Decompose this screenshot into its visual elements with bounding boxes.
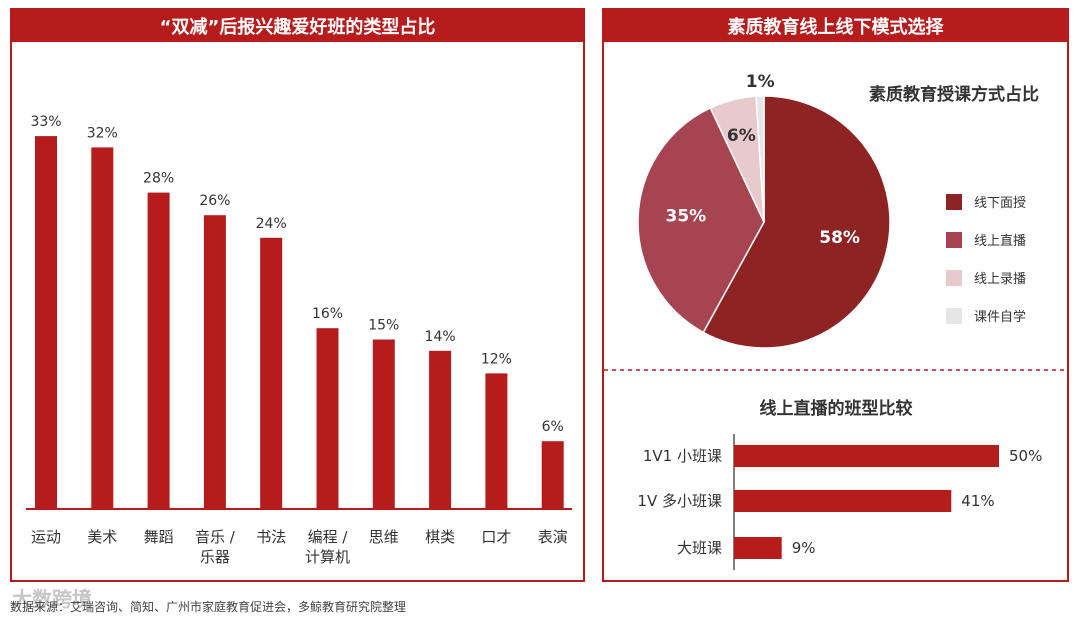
pie-title: 素质教育授课方式占比	[869, 84, 1039, 105]
hbar-category-label: 1V1 小班课	[643, 447, 722, 465]
category-label: 音乐 /	[195, 528, 236, 546]
hbar-value-label: 50%	[1009, 447, 1042, 465]
interest-class-panel: “双减”后报兴趣爱好班的类型占比 33% 运动 32% 美术 28% 舞蹈 26% 音乐 / 乐…	[10, 8, 585, 582]
category-label: 口才	[481, 528, 511, 546]
teaching-mode-charts: 素质教育授课方式占比 58% 35% 6% 1% 线下面授线上直播线上录播课件自学线上直播…	[604, 72, 1067, 570]
bar	[485, 373, 508, 509]
pie-slice	[637, 106, 765, 334]
hbar	[734, 445, 999, 467]
legend-swatch	[946, 270, 962, 286]
bar-value-label: 15%	[368, 318, 399, 334]
bar-value-label: 26%	[199, 193, 230, 209]
bar-chart-title: “双减”后报兴趣爱好班的类型占比	[12, 10, 583, 42]
bar-value-label: 32%	[87, 125, 118, 141]
category-label: 编程 /	[308, 528, 349, 546]
bar	[316, 328, 339, 509]
legend-swatch	[946, 194, 962, 210]
hbar-title: 线上直播的班型比较	[760, 398, 913, 419]
source-note: 数据来源：艾瑞咨询、简知、广州市家庭教育促进会，多鲸教育研究院整理	[10, 600, 407, 614]
hbar	[734, 490, 952, 512]
pie-slice	[755, 95, 765, 223]
bar-value-label: 16%	[312, 306, 343, 322]
hbar-value-label: 9%	[792, 539, 816, 557]
legend-label: 线上直播	[974, 234, 1026, 249]
bar	[91, 147, 114, 509]
category-label: 计算机	[305, 548, 350, 566]
pie-slice	[702, 95, 891, 349]
hbar-category-label: 1V 多小班课	[637, 492, 722, 510]
category-label: 书法	[256, 528, 286, 546]
category-label: 棋类	[425, 528, 455, 546]
category-label: 舞蹈	[144, 528, 174, 546]
legend-swatch	[946, 232, 962, 248]
bar	[372, 339, 395, 509]
hbar-category-label: 大班课	[677, 539, 722, 557]
category-label: 运动	[31, 528, 61, 546]
teaching-mode-panel: 素质教育线上线下模式选择 素质教育授课方式占比 58% 35% 6% 1% 线下面授线上直…	[602, 8, 1069, 582]
bar	[35, 136, 57, 509]
bar-value-label: 28%	[143, 171, 174, 187]
bar	[203, 215, 226, 509]
bar-value-label: 33%	[30, 114, 61, 130]
legend-swatch	[946, 308, 962, 324]
bar-value-label: 12%	[481, 351, 512, 367]
bar-value-label: 6%	[542, 419, 564, 435]
pie-value-label: 1%	[746, 72, 775, 92]
mode-panel-title: 素质教育线上线下模式选择	[604, 10, 1067, 42]
hbar	[734, 537, 782, 559]
category-label: 乐器	[200, 548, 230, 566]
legend-label: 课件自学	[974, 309, 1026, 325]
category-label: 美术	[87, 528, 117, 546]
legend-label: 线下面授	[974, 196, 1026, 211]
hbar-value-label: 41%	[961, 492, 994, 510]
bar-value-label: 24%	[256, 216, 287, 232]
pie-value-label: 58%	[819, 228, 860, 248]
pie-value-label: 6%	[727, 126, 756, 146]
category-label: 思维	[369, 528, 399, 546]
legend-label: 线上录播	[974, 272, 1026, 287]
bar	[147, 192, 170, 509]
category-label: 表演	[538, 528, 568, 546]
bar	[429, 350, 452, 509]
bar	[260, 237, 283, 510]
interest-bar-chart: 33% 运动 32% 美术 28% 舞蹈 26% 音乐 / 乐器 24% 书法 16% 编程 / 计算机 1…	[26, 114, 572, 566]
bar-value-label: 14%	[425, 329, 456, 345]
bar	[541, 441, 564, 509]
pie-value-label: 35%	[666, 207, 707, 227]
watermark-logo: 大数跨境	[12, 587, 92, 611]
